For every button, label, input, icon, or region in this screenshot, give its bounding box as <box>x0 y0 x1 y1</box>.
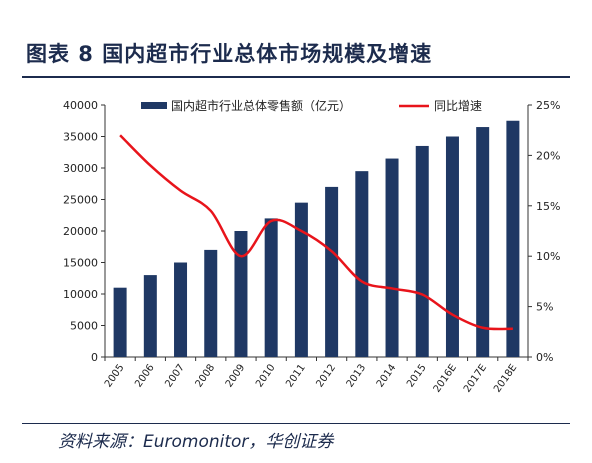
left-tick-label: 25000 <box>63 194 98 207</box>
left-tick-label: 30000 <box>63 162 98 175</box>
bar-series <box>113 120 520 357</box>
left-tick-label: 5000 <box>70 320 98 333</box>
right-tick-label: 5% <box>536 301 553 314</box>
bar <box>476 127 490 357</box>
bar <box>445 136 459 357</box>
bar <box>204 249 218 357</box>
source-note: 资料来源：Euromonitor，华创证券 <box>58 432 334 452</box>
x-tick-label: 2017E <box>462 362 489 394</box>
legend-line-label: 同比增速 <box>434 99 482 113</box>
x-tick-label: 2015 <box>405 362 429 389</box>
chart-legend: 国内超市行业总体零售额（亿元） 同比增速 <box>141 98 482 113</box>
bar <box>234 231 248 357</box>
bar <box>506 120 520 357</box>
x-tick-label: 2014 <box>375 362 399 389</box>
x-tick-label: 2011 <box>284 362 308 389</box>
bar <box>325 186 339 357</box>
right-tick-label: 10% <box>536 250 560 263</box>
x-tick-label: 2016E <box>432 362 459 394</box>
left-tick-label: 15000 <box>63 257 98 270</box>
bar <box>385 158 399 357</box>
left-tick-label: 35000 <box>63 131 98 144</box>
x-tick-label: 2018E <box>492 362 519 394</box>
page-title: 图表 8 国内超市行业总体市场规模及增速 <box>26 42 433 66</box>
bar <box>113 287 127 357</box>
left-tick-label: 20000 <box>63 225 98 238</box>
right-tick-label: 25% <box>536 99 560 112</box>
title-divider <box>22 76 570 78</box>
bar <box>355 171 369 357</box>
bar <box>264 218 278 357</box>
bar <box>294 202 308 357</box>
x-tick-label: 2012 <box>314 362 338 389</box>
x-tick-label: 2006 <box>133 362 157 389</box>
legend-bar-label: 国内超市行业总体零售额（亿元） <box>171 98 351 113</box>
right-tick-label: 20% <box>536 149 560 162</box>
right-tick-label: 0% <box>536 351 553 364</box>
left-tick-label: 40000 <box>63 99 98 112</box>
x-tick-label: 2013 <box>345 362 369 389</box>
x-tick-label: 2008 <box>194 362 218 389</box>
bar <box>415 145 429 357</box>
line-series <box>119 134 513 331</box>
x-tick-label: 2009 <box>224 362 248 389</box>
growth-line <box>119 134 513 331</box>
legend-bar-swatch <box>141 102 167 109</box>
x-tick-label: 2005 <box>103 362 127 389</box>
x-tick-label: 2010 <box>254 362 278 389</box>
right-tick-label: 15% <box>536 200 560 213</box>
x-tick-label: 2007 <box>163 362 187 389</box>
bar <box>143 275 157 357</box>
footer-divider <box>22 423 570 424</box>
left-tick-label: 0 <box>91 351 98 364</box>
left-tick-label: 10000 <box>63 288 98 301</box>
bar <box>174 262 188 357</box>
